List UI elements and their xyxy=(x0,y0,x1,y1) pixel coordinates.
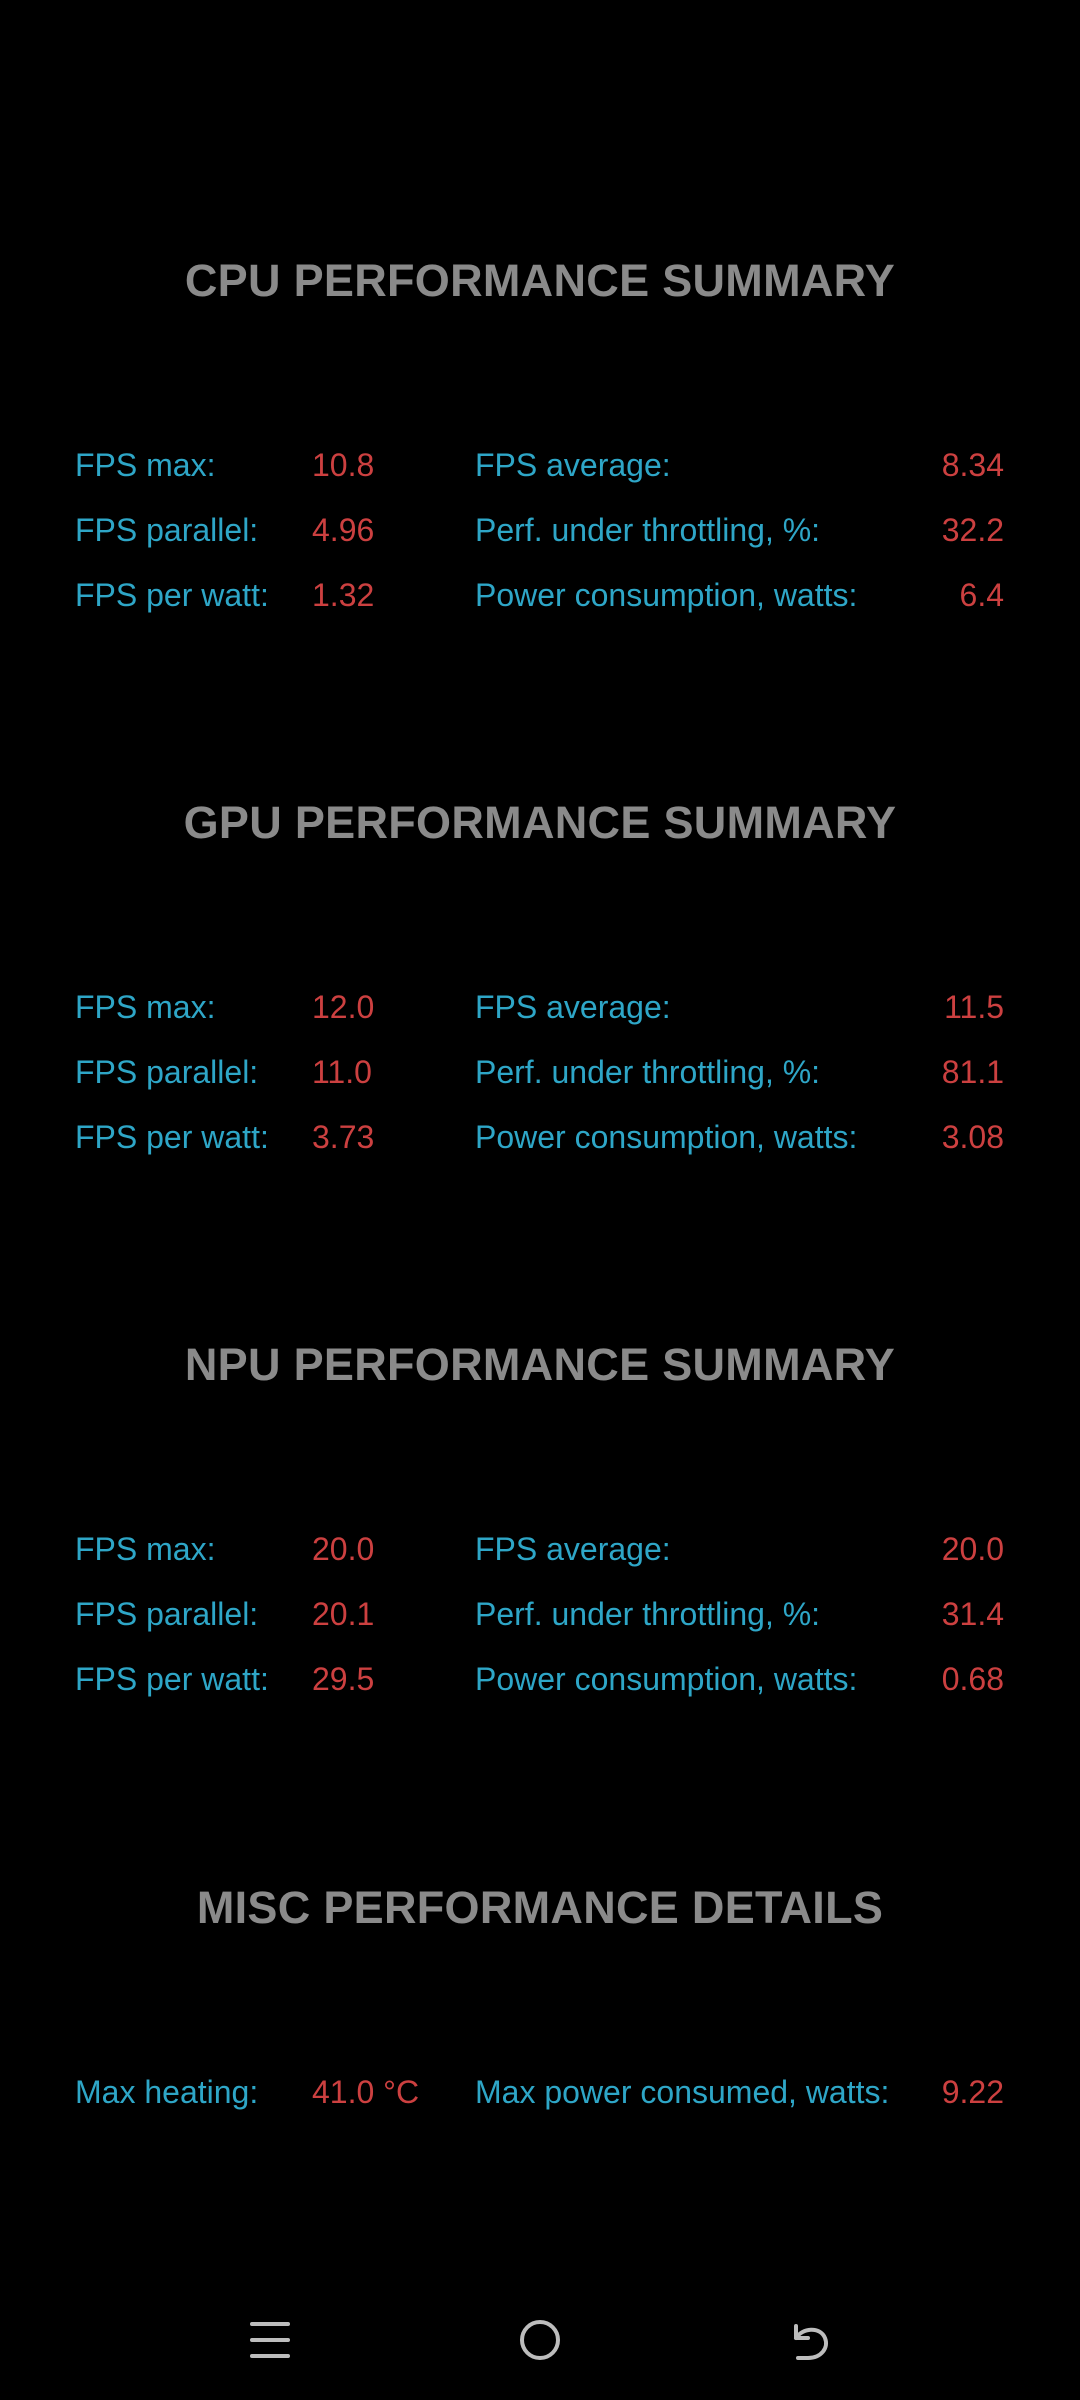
stat-label: Power consumption, watts: xyxy=(475,1661,858,1697)
stat-row-fps-max: FPS max: 10.8 FPS average: 8.34 xyxy=(0,445,1080,495)
stat-value: 29.5 xyxy=(312,1661,375,1697)
stat-value: 20.0 xyxy=(312,1531,375,1567)
stat-label: FPS average: xyxy=(475,989,671,1025)
stat-value: 20.1 xyxy=(312,1596,375,1632)
recent-apps-button[interactable] xyxy=(240,2310,300,2370)
stat-value: 11.5 xyxy=(944,989,1004,1025)
stat-label: FPS parallel: xyxy=(75,1596,259,1632)
stat-label: FPS average: xyxy=(475,1531,671,1567)
stat-label: FPS max: xyxy=(75,1531,216,1567)
npu-section-title: NPU PERFORMANCE SUMMARY xyxy=(184,1339,896,1390)
stat-label: FPS max: xyxy=(75,989,216,1025)
stat-row-fps-parallel: FPS parallel: 11.0 Perf. under throttlin… xyxy=(0,1052,1080,1102)
stat-value: 11.0 xyxy=(312,1054,372,1090)
stat-row-fps-parallel: FPS parallel: 20.1 Perf. under throttlin… xyxy=(0,1594,1080,1644)
stat-label: Perf. under throttling, %: xyxy=(475,1054,821,1090)
stat-value: 10.8 xyxy=(312,447,375,483)
stat-value: 1.32 xyxy=(312,577,375,613)
stat-label: Power consumption, watts: xyxy=(475,1119,858,1155)
stat-value: 9.22 xyxy=(941,2074,1004,2110)
stat-label: FPS per watt: xyxy=(75,1661,269,1697)
gpu-section-title: GPU PERFORMANCE SUMMARY xyxy=(183,797,897,848)
stat-value: 3.73 xyxy=(312,1119,375,1155)
stat-value: 41.0 °C xyxy=(312,2074,420,2110)
stat-value: 6.4 xyxy=(959,577,1004,613)
back-button[interactable] xyxy=(780,2310,840,2370)
home-icon xyxy=(520,2320,560,2360)
misc-section-title: MISC PERFORMANCE DETAILS xyxy=(196,1882,884,1933)
stat-label: Perf. under throttling, %: xyxy=(475,512,821,548)
stat-value: 31.4 xyxy=(941,1596,1004,1632)
stat-row-max-heating: Max heating: 41.0 °C Max power consumed,… xyxy=(0,2072,1080,2122)
stat-row-fps-max: FPS max: 20.0 FPS average: 20.0 xyxy=(0,1529,1080,1579)
stat-value: 32.2 xyxy=(941,512,1004,548)
stat-row-fps-max: FPS max: 12.0 FPS average: 11.5 xyxy=(0,987,1080,1037)
stat-label: FPS average: xyxy=(475,447,671,483)
stat-label: Power consumption, watts: xyxy=(475,577,858,613)
stat-label: FPS parallel: xyxy=(75,1054,259,1090)
stat-label: FPS per watt: xyxy=(75,577,269,613)
stat-value: 81.1 xyxy=(941,1054,1004,1090)
stat-label: FPS per watt: xyxy=(75,1119,269,1155)
back-icon xyxy=(794,2324,828,2360)
stat-row-fps-per-watt: FPS per watt: 3.73 Power consumption, wa… xyxy=(0,1117,1080,1167)
stat-value: 8.34 xyxy=(941,447,1004,483)
system-navigation-bar xyxy=(0,2290,1080,2390)
stat-row-fps-per-watt: FPS per watt: 29.5 Power consumption, wa… xyxy=(0,1659,1080,1709)
stat-row-fps-per-watt: FPS per watt: 1.32 Power consumption, wa… xyxy=(0,575,1080,625)
stat-value: 4.96 xyxy=(312,512,375,548)
stat-value: 20.0 xyxy=(941,1531,1004,1567)
stat-row-fps-parallel: FPS parallel: 4.96 Perf. under throttlin… xyxy=(0,510,1080,560)
stat-label: FPS parallel: xyxy=(75,512,259,548)
stat-label: Max power consumed, watts: xyxy=(475,2074,890,2110)
stat-value: 3.08 xyxy=(941,1119,1004,1155)
menu-icon xyxy=(250,2322,290,2358)
stat-label: Max heating: xyxy=(75,2074,259,2110)
stat-value: 0.68 xyxy=(941,1661,1004,1697)
stat-label: Perf. under throttling, %: xyxy=(475,1596,821,1632)
cpu-section-title: CPU PERFORMANCE SUMMARY xyxy=(184,255,896,306)
stat-value: 12.0 xyxy=(312,989,375,1025)
stat-label: FPS max: xyxy=(75,447,216,483)
home-button[interactable] xyxy=(510,2310,570,2370)
